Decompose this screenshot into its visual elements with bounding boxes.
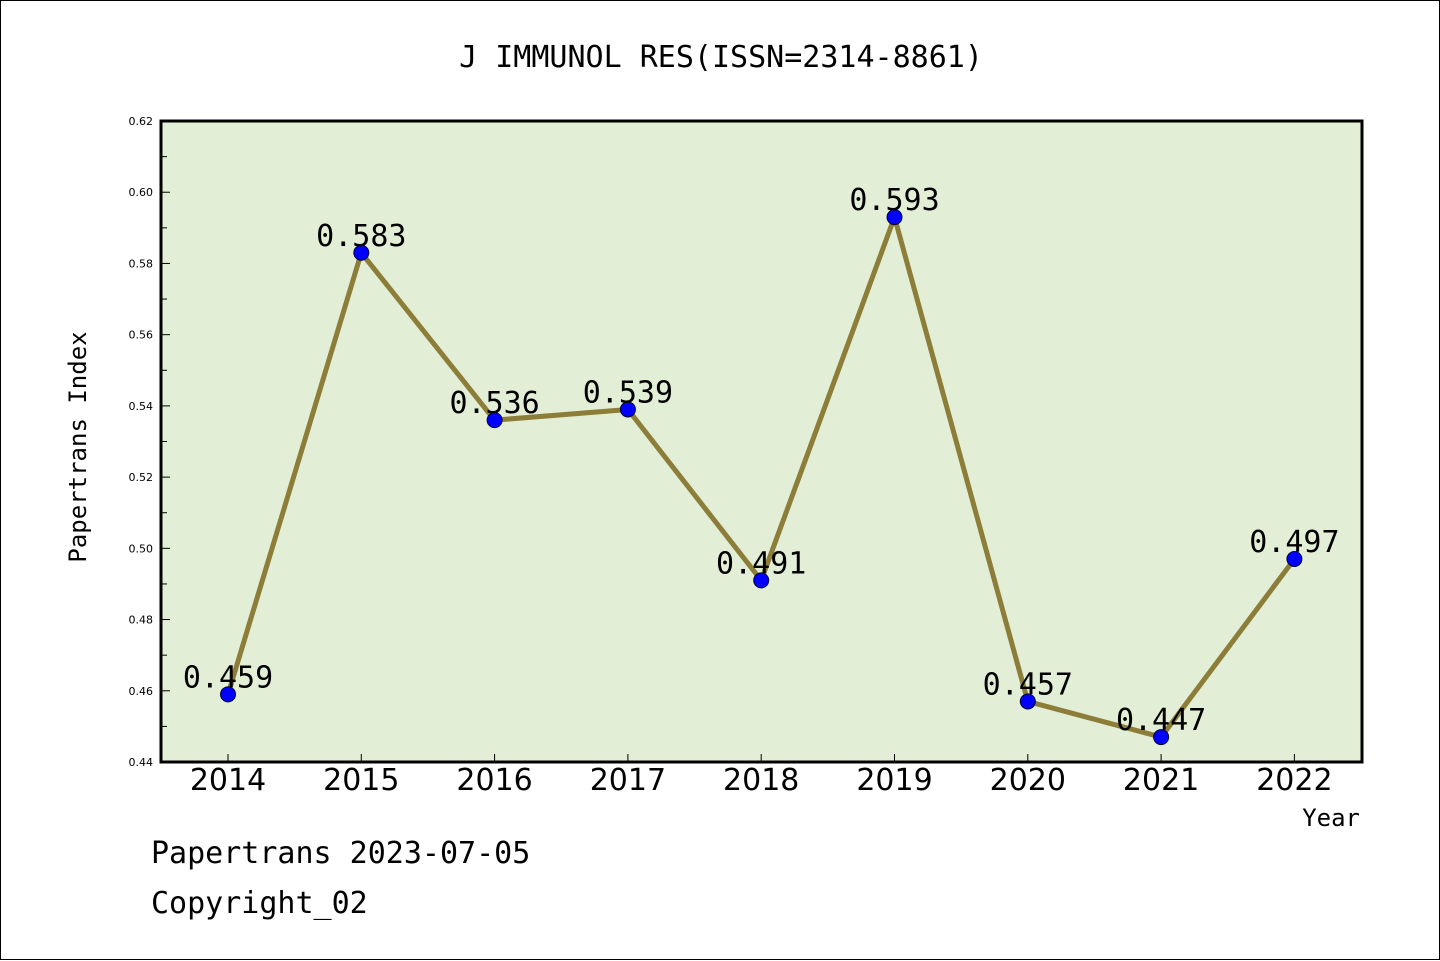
chart-title: J IMMUNOL RES(ISSN=2314-8861) (459, 40, 983, 75)
data-label: 0.593 (849, 183, 939, 218)
data-point (1153, 729, 1170, 746)
y-tick-label: 0.54 (129, 400, 154, 413)
data-label: 0.497 (1249, 525, 1339, 560)
x-tick-label: 2019 (856, 763, 932, 798)
y-tick-label: 0.62 (129, 115, 154, 128)
series-group (220, 209, 1303, 746)
data-point (886, 209, 903, 226)
y-tick-label: 0.44 (129, 756, 154, 769)
data-point (486, 412, 503, 429)
data-point (753, 572, 770, 589)
x-axis-label: Year (1302, 804, 1360, 832)
data-labels-group: 0.459 0.583 0.536 0.539 0.491 0.593 0.457 0.447… (183, 183, 1340, 738)
x-tick-label: 2020 (990, 763, 1066, 798)
data-point (619, 401, 636, 418)
data-point (353, 244, 370, 261)
data-point (1019, 693, 1036, 710)
y-tick-label: 0.60 (129, 186, 154, 199)
y-tick-label: 0.48 (129, 614, 154, 627)
x-tick-label: 2015 (323, 763, 399, 798)
x-axis-ticks: 2014 2015 2016 2017 2018 2019 2020 2021 2022 (190, 754, 1333, 798)
data-label: 0.447 (1116, 703, 1206, 738)
y-axis-ticks: 0.44 0.46 0.48 0.50 0.52 0.54 0.56 0.58 0.60 0.62 (129, 115, 170, 769)
footer-date-text: Papertrans 2023-07-05 (151, 836, 531, 871)
y-tick-label: 0.56 (129, 329, 154, 342)
x-tick-label: 2017 (590, 763, 666, 798)
data-point (220, 686, 236, 703)
footer-copyright-text: Copyright_02 (151, 886, 368, 921)
y-tick-label: 0.58 (129, 257, 154, 270)
x-tick-label: 2022 (1256, 763, 1332, 798)
x-tick-label: 2021 (1123, 763, 1199, 798)
plot-area (159, 119, 1364, 764)
data-label: 0.457 (983, 667, 1073, 702)
data-label: 0.459 (183, 660, 273, 695)
x-tick-label: 2014 (190, 763, 266, 798)
data-label: 0.583 (316, 219, 406, 254)
y-tick-label: 0.50 (129, 542, 154, 555)
x-tick-label: 2016 (456, 763, 532, 798)
x-tick-label: 2018 (723, 763, 799, 798)
data-point (1286, 551, 1303, 568)
y-tick-label: 0.46 (129, 685, 154, 698)
y-tick-label: 0.52 (129, 471, 154, 484)
data-label: 0.491 (716, 546, 806, 581)
data-label: 0.536 (449, 386, 539, 421)
y-axis-label: Papertrans Index (64, 331, 92, 562)
data-label: 0.539 (583, 375, 673, 410)
